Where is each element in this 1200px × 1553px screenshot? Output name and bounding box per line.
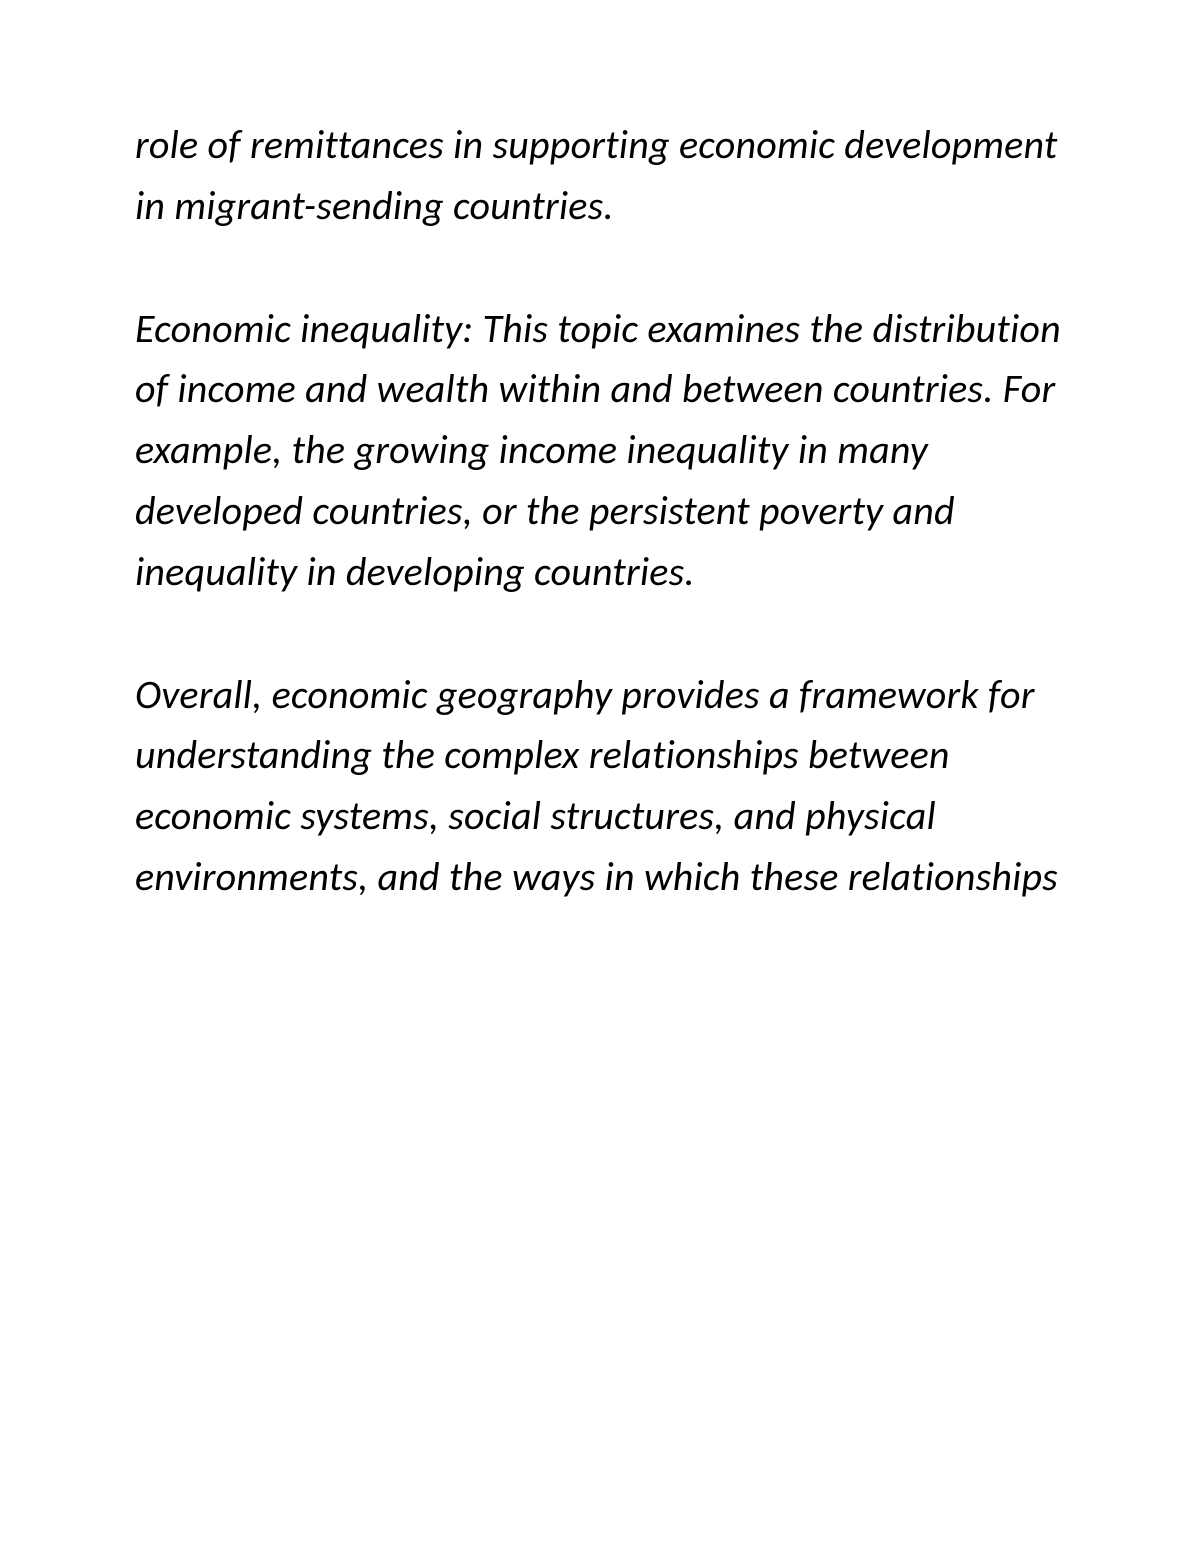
paragraph-3: Overall, economic geography provides a f… bbox=[135, 665, 1075, 908]
paragraph-2: Economic inequality: This topic examines… bbox=[135, 299, 1075, 603]
paragraph-1: role of remittances in supporting econom… bbox=[135, 115, 1075, 237]
